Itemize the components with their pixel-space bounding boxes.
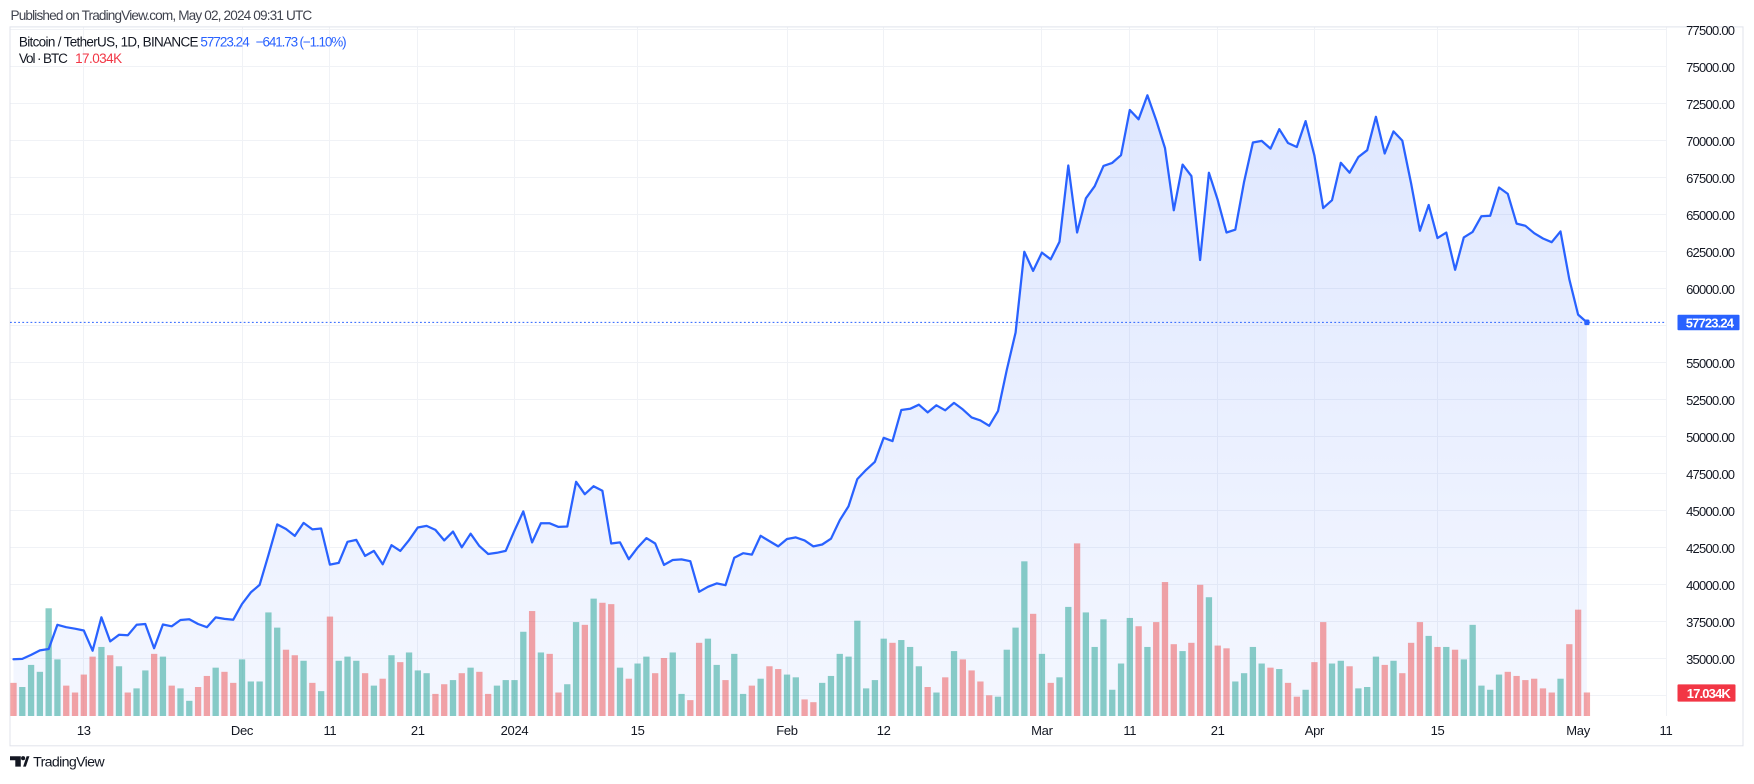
svg-text:42500.00: 42500.00 — [1686, 541, 1735, 556]
svg-text:37500.00: 37500.00 — [1686, 615, 1735, 630]
svg-text:Dec: Dec — [231, 723, 254, 738]
svg-text:40000.00: 40000.00 — [1686, 578, 1735, 593]
svg-text:35000.00: 35000.00 — [1686, 652, 1735, 667]
svg-text:75000.00: 75000.00 — [1686, 60, 1735, 75]
svg-text:47500.00: 47500.00 — [1686, 467, 1735, 482]
svg-text:TradingView: TradingView — [33, 754, 105, 770]
svg-text:Mar: Mar — [1031, 723, 1053, 738]
svg-text:12: 12 — [877, 723, 891, 738]
svg-text:Published on TradingView.com,: Published on TradingView.com, May 02, 20… — [11, 8, 313, 23]
svg-text:Feb: Feb — [776, 723, 798, 738]
svg-text:Vol · BTC: Vol · BTC — [19, 51, 68, 66]
svg-text:55000.00: 55000.00 — [1686, 356, 1735, 371]
svg-text:2024: 2024 — [501, 723, 529, 738]
svg-text:50000.00: 50000.00 — [1686, 430, 1735, 445]
svg-text:11: 11 — [1123, 723, 1136, 738]
svg-text:62500.00: 62500.00 — [1686, 245, 1735, 260]
svg-text:67500.00: 67500.00 — [1686, 171, 1735, 186]
svg-text:52500.00: 52500.00 — [1686, 393, 1735, 408]
svg-text:21: 21 — [1211, 723, 1225, 738]
svg-text:11: 11 — [323, 723, 336, 738]
svg-text:15: 15 — [1431, 723, 1445, 738]
svg-text:17.034K: 17.034K — [1687, 686, 1732, 701]
svg-text:77500.00: 77500.00 — [1686, 23, 1735, 38]
svg-text:13: 13 — [77, 723, 91, 738]
svg-text:57723.24: 57723.24 — [1686, 315, 1735, 330]
svg-text:70000.00: 70000.00 — [1686, 134, 1735, 149]
svg-text:57723.24: 57723.24 — [200, 35, 250, 50]
svg-text:17.034K: 17.034K — [75, 51, 122, 66]
svg-text:−641.73 (−1.10%): −641.73 (−1.10%) — [256, 35, 346, 50]
svg-text:Bitcoin / TetherUS, 1D, BINANC: Bitcoin / TetherUS, 1D, BINANCE — [19, 35, 199, 50]
svg-text:21: 21 — [411, 723, 425, 738]
svg-text:65000.00: 65000.00 — [1686, 208, 1735, 223]
svg-text:45000.00: 45000.00 — [1686, 504, 1735, 519]
svg-text:72500.00: 72500.00 — [1686, 97, 1735, 112]
svg-text:Apr: Apr — [1305, 723, 1325, 738]
svg-text:15: 15 — [631, 723, 645, 738]
svg-text:May: May — [1566, 723, 1590, 738]
svg-text:11: 11 — [1660, 723, 1673, 738]
svg-text:60000.00: 60000.00 — [1686, 282, 1735, 297]
